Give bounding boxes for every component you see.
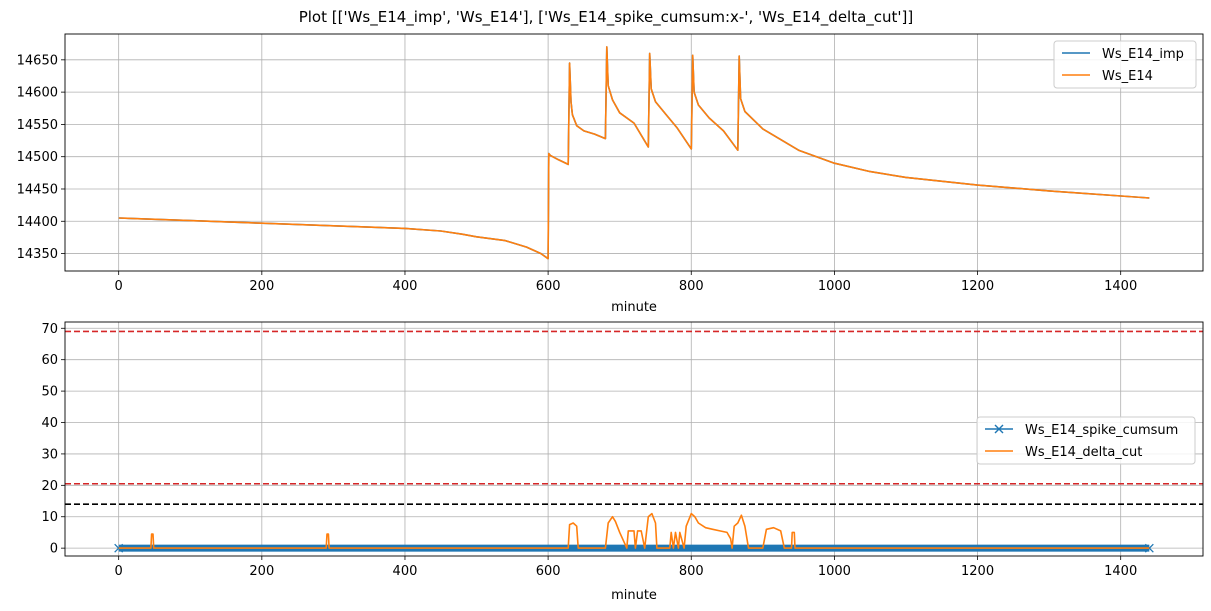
x-tick-label: 600	[536, 564, 561, 579]
series-ws-e14-delta-cut	[118, 512, 1150, 549]
y-tick-label: 14400	[17, 215, 58, 230]
top-axes-frame	[64, 33, 1204, 272]
bottom-threshold-lines	[65, 330, 1203, 505]
legend-label-ws-e14-spike-cumsum: Ws_E14_spike_cumsum	[1025, 423, 1178, 438]
x-tick-label: 200	[249, 279, 274, 294]
series-ws-e14	[118, 46, 1150, 260]
bottom-y-ticks: 0 10 20 30 40 50 60 70	[41, 322, 65, 557]
bottom-series-lines	[114, 512, 1154, 553]
y-tick-label: 14500	[17, 150, 58, 165]
y-tick-label: 10	[41, 510, 58, 525]
x-tick-label: 1200	[961, 564, 994, 579]
y-tick-label: 14550	[17, 118, 58, 133]
y-tick-label: 14650	[17, 53, 58, 68]
bottom-x-axis-label: minute	[611, 588, 657, 603]
top-x-axis-label: minute	[611, 300, 657, 315]
top-x-ticks: 0 200 400 600 800 1000 1200 1400	[115, 271, 1137, 294]
y-tick-label: 14350	[17, 247, 58, 262]
y-tick-label: 40	[41, 416, 58, 431]
marker-x-icon	[114, 543, 124, 553]
bottom-axes-frame	[64, 321, 1204, 557]
x-tick-label: 1200	[961, 279, 994, 294]
y-tick-label: 14600	[17, 86, 58, 101]
x-tick-label: 1400	[1104, 564, 1137, 579]
x-tick-label: 800	[679, 279, 704, 294]
x-tick-label: 0	[115, 564, 123, 579]
x-tick-label: 400	[393, 564, 418, 579]
figure-title: Plot [['Ws_E14_imp', 'Ws_E14'], ['Ws_E14…	[299, 8, 914, 27]
bottom-x-ticks: 0 200 400 600 800 1000 1200 1400	[115, 556, 1137, 579]
x-tick-label: 0	[115, 279, 123, 294]
top-subplot: 0 200 400 600 800 1000 1200 1400 14350 14400 1445…	[17, 33, 1204, 315]
y-tick-label: 30	[41, 447, 58, 462]
legend-marker-x-icon	[994, 424, 1004, 434]
bottom-subplot: 0 200 400 600 800 1000 1200 1400 0 10 20 30 40 50 60 7…	[41, 321, 1204, 603]
x-tick-label: 800	[679, 564, 704, 579]
top-series-lines	[118, 46, 1150, 260]
legend-label-ws-e14-imp: Ws_E14_imp	[1102, 47, 1184, 62]
y-tick-label: 14450	[17, 182, 58, 197]
x-tick-label: 1400	[1104, 279, 1137, 294]
x-tick-label: 1000	[818, 564, 851, 579]
y-tick-label: 70	[41, 322, 58, 337]
x-tick-label: 200	[249, 564, 274, 579]
y-tick-label: 0	[50, 542, 58, 557]
x-tick-label: 400	[393, 279, 418, 294]
y-tick-label: 20	[41, 479, 58, 494]
bottom-legend: Ws_E14_spike_cumsum Ws_E14_delta_cut	[976, 416, 1196, 465]
y-tick-label: 50	[41, 385, 58, 400]
legend-label-ws-e14: Ws_E14	[1102, 69, 1153, 84]
y-tick-label: 60	[41, 353, 58, 368]
top-y-ticks: 14350 14400 14450 14500 14550 14600 14650	[17, 53, 65, 262]
x-tick-label: 600	[536, 279, 561, 294]
marker-x-icon	[1144, 543, 1154, 553]
legend-label-ws-e14-delta-cut: Ws_E14_delta_cut	[1025, 445, 1142, 460]
x-tick-label: 1000	[818, 279, 851, 294]
top-legend: Ws_E14_imp Ws_E14	[1053, 40, 1197, 89]
